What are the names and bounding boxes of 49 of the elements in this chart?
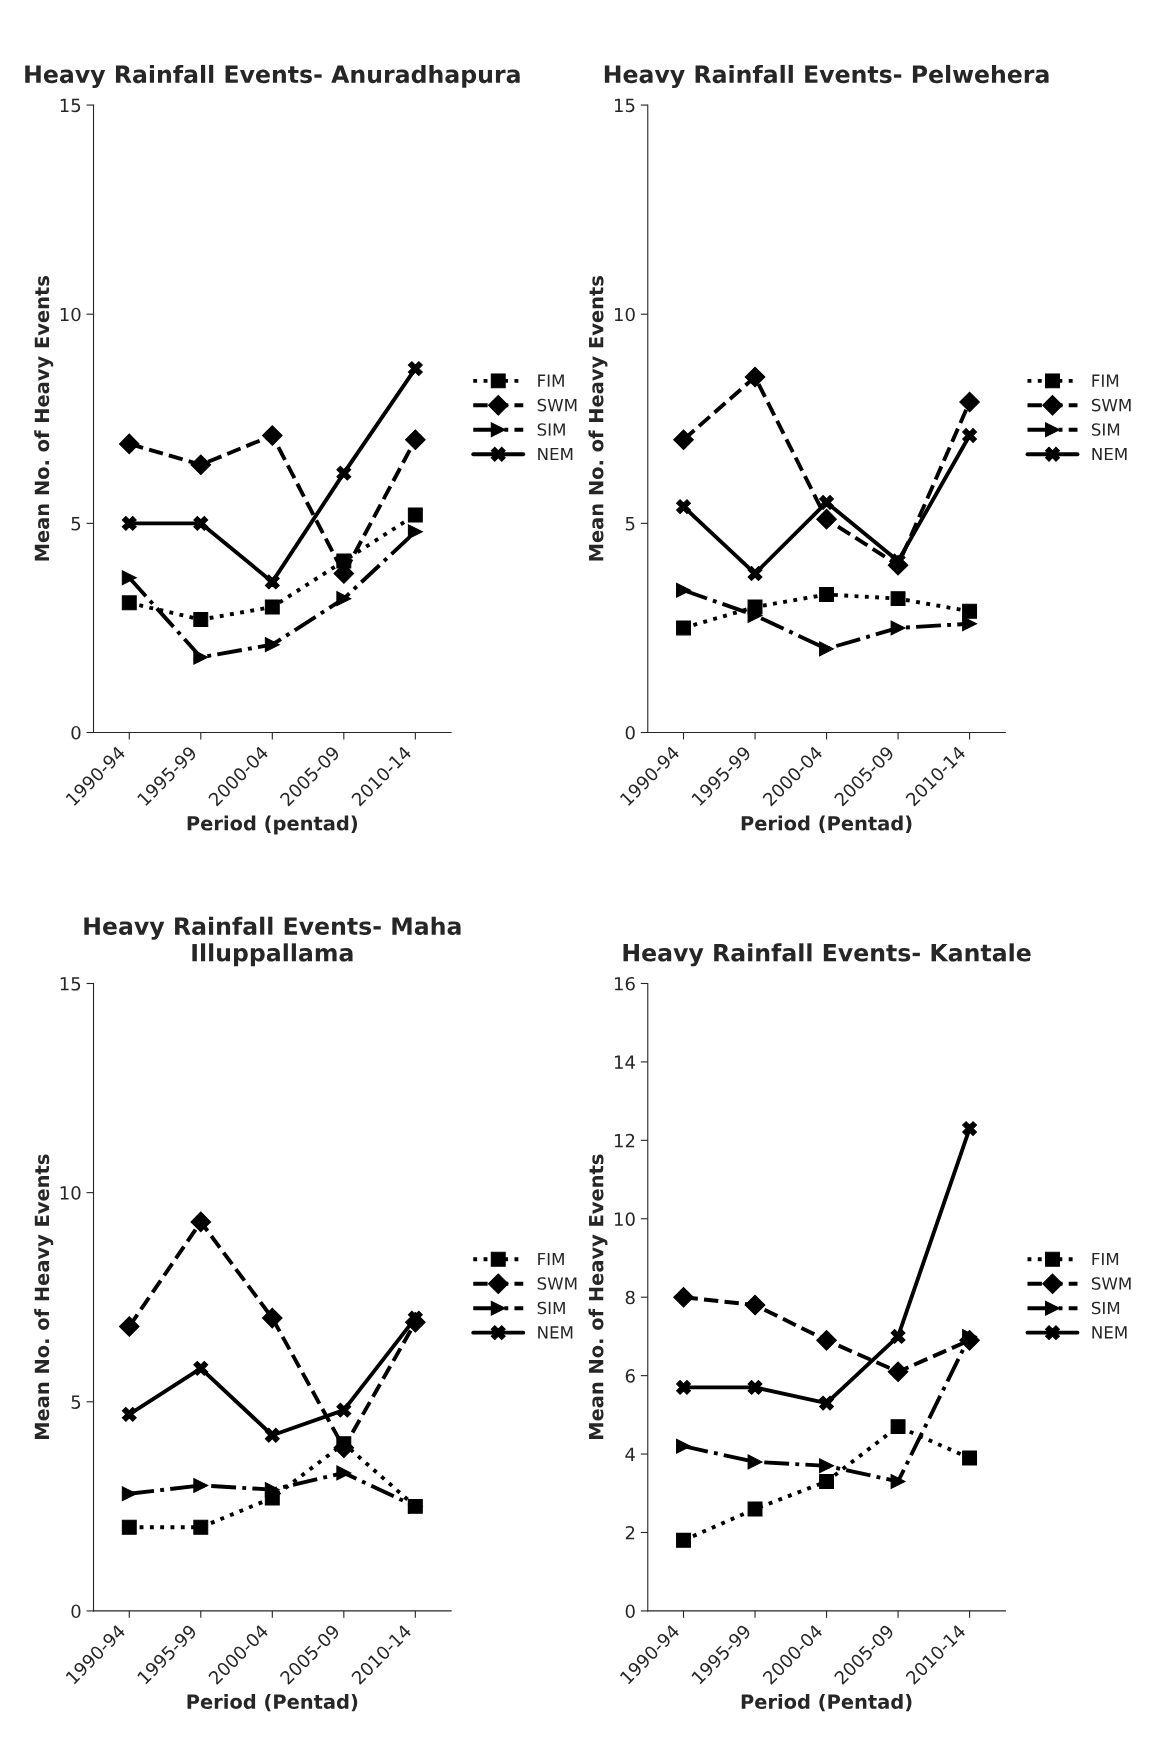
chart-title: Heavy Rainfall Events- Kantale — [623, 943, 1031, 967]
y-tick-label: 0 — [625, 1604, 635, 1619]
y-tick-label: 2 — [625, 1525, 635, 1540]
x-axis-title: Period (Pentad) — [741, 815, 912, 833]
y-tick-label: 5 — [71, 517, 81, 531]
y-tick-label: 15 — [60, 977, 81, 991]
legend-label: SWM — [1091, 1277, 1131, 1290]
y-axis-title: Mean No. of Heavy Events — [34, 276, 54, 561]
y-tick-label: 16 — [614, 976, 635, 991]
y-axis-title: Mean No. of Heavy Events — [588, 1154, 608, 1440]
chart-title: Heavy Rainfall Events- Pelwehera — [604, 64, 1049, 88]
y-tick-label: 10 — [614, 307, 635, 322]
y-axis-title: Mean No. of Heavy Events — [34, 1154, 54, 1440]
y-tick-label: 0 — [71, 1604, 81, 1619]
legend-label: SIM — [1091, 1301, 1120, 1315]
y-tick-label: 15 — [614, 98, 635, 113]
legend-label: SIM — [537, 423, 565, 436]
y-tick-label: 12 — [614, 1133, 635, 1148]
y-tick-label: 6 — [625, 1369, 635, 1383]
x-axis-title: Period (Pentad) — [741, 1693, 912, 1712]
y-tick-label: 5 — [625, 517, 635, 531]
x-axis-title: Period (Pentad) — [187, 1693, 358, 1712]
legend-label: SIM — [537, 1301, 565, 1315]
legend-label: SWM — [1091, 398, 1131, 412]
legend-label: NEM — [538, 1326, 573, 1339]
chart-title: Heavy Rainfall Events- Anuradhapura — [25, 64, 520, 88]
y-tick-label: 14 — [614, 1055, 635, 1069]
y-tick-label: 10 — [60, 1186, 81, 1200]
legend-label: FIM — [538, 374, 564, 387]
y-tick-label: 8 — [625, 1290, 635, 1305]
chart-title: Heavy Rainfall Events- Maha Illuppallama — [84, 916, 461, 967]
legend-label: NEM — [1092, 447, 1127, 461]
x-axis-title: Period (pentad) — [187, 815, 358, 835]
legend-label: NEM — [1092, 1326, 1127, 1339]
legend-label: FIM — [1092, 1252, 1119, 1266]
legend-label: NEM — [538, 447, 573, 461]
y-tick-label: 5 — [71, 1395, 81, 1409]
legend-label: FIM — [1092, 374, 1119, 387]
legend-label: FIM — [538, 1252, 564, 1266]
y-tick-label: 4 — [625, 1447, 635, 1461]
y-tick-label: 0 — [625, 725, 635, 740]
y-tick-label: 0 — [71, 725, 81, 740]
legend-label: SIM — [1091, 423, 1120, 436]
legend-label: SWM — [537, 1277, 577, 1290]
y-tick-label: 10 — [614, 1212, 635, 1226]
legend-label: SWM — [537, 398, 577, 412]
y-tick-label: 10 — [60, 307, 81, 322]
y-axis-title: Mean No. of Heavy Events — [588, 276, 608, 561]
y-tick-label: 15 — [60, 98, 81, 113]
